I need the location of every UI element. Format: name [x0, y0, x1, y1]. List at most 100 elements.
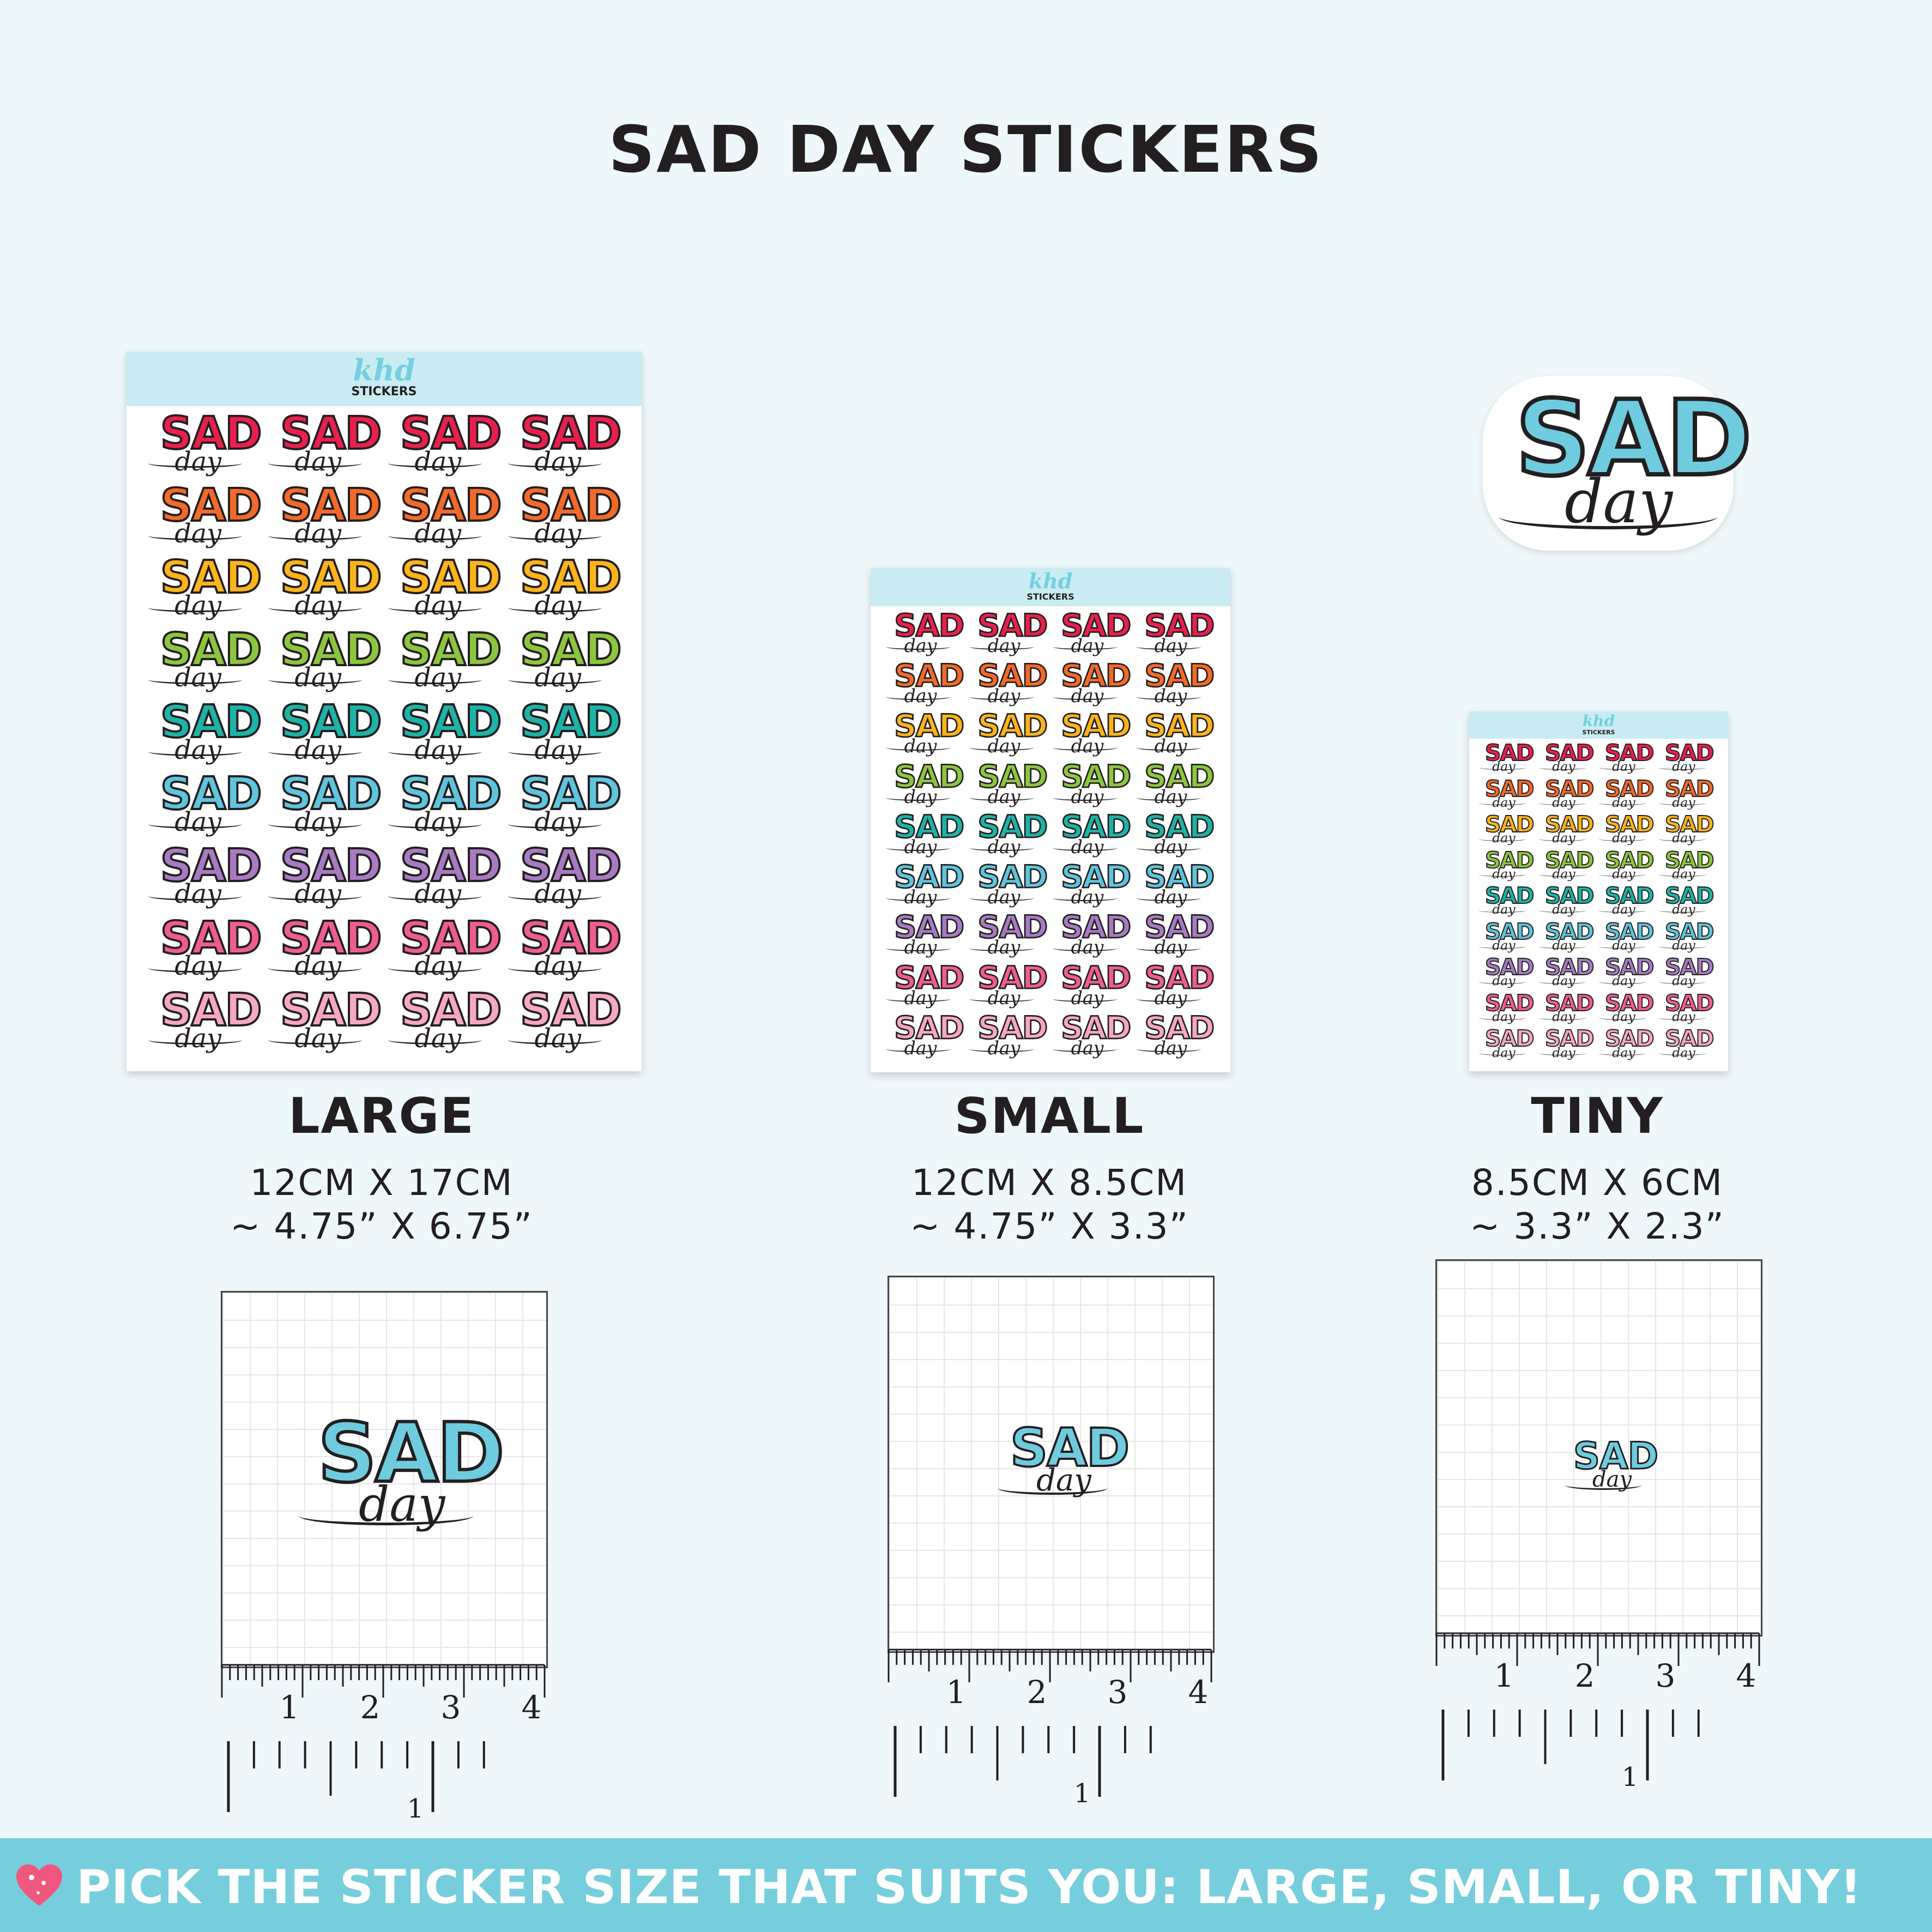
sticker-item: SAD day	[1479, 920, 1539, 957]
sticker-item: SAD day	[268, 843, 388, 916]
sticker-item: SAD day	[1599, 992, 1659, 1028]
size-name-small: SMALL	[954, 1088, 1145, 1145]
sticker-item: SAD day	[1479, 741, 1539, 778]
sticker-item: SAD day	[508, 915, 628, 988]
sticker-item: SAD day	[268, 987, 388, 1060]
sticker-item: SAD day	[886, 710, 969, 761]
sticker-item: SAD day	[388, 771, 508, 844]
sticker-item: SAD day	[886, 911, 969, 962]
sticker-item: SAD day	[1539, 884, 1599, 921]
ruler-cm-label: 1	[280, 1689, 300, 1726]
sticker-item: SAD day	[1136, 609, 1219, 661]
sticker-item: SAD day	[1539, 956, 1599, 992]
ruler-inch-label: 1	[1622, 1762, 1639, 1791]
sticker-item: SAD day	[886, 609, 969, 661]
size-preview-small: SAD day	[887, 1276, 1215, 1653]
heart-icon	[16, 1864, 62, 1906]
footer-text: PICK THE STICKER SIZE THAT SUITS YOU: LA…	[76, 1860, 1862, 1915]
sticker-sheet-tiny: khd STICKERS SAD day SAD day SAD day SAD day SAD…	[1469, 711, 1728, 1071]
sticker-word-sad: SAD	[1513, 378, 1754, 499]
sticker-item: SAD day	[886, 961, 969, 1013]
sticker-item: SAD day	[1599, 741, 1659, 778]
sticker-item: SAD day	[268, 482, 388, 556]
sticker-item: SAD day	[886, 660, 969, 711]
sticker-item: SAD day	[1479, 992, 1539, 1028]
sticker-swoosh	[1499, 504, 1717, 529]
sticker-item: SAD day	[508, 410, 628, 484]
sticker-item: SAD day	[1053, 1012, 1136, 1063]
sticker-item: SAD day	[886, 861, 969, 912]
sticker-grid: SAD day SAD day SAD day SAD day SAD day SAD day SAD d…	[148, 410, 628, 1060]
sticker-item: SAD day	[1053, 760, 1136, 812]
sticker-item: SAD day	[1136, 811, 1219, 862]
sticker-item: SAD day	[388, 843, 508, 916]
featured-sticker: SAD day	[1483, 376, 1754, 551]
sticker-sheet-large: khd STICKERS SAD day SAD day SAD day SAD day SAD…	[126, 352, 642, 1071]
sticker-item: SAD day	[148, 915, 268, 988]
size-name-large: LARGE	[288, 1088, 475, 1145]
sticker-item: SAD day	[886, 760, 969, 812]
sticker-item: SAD day	[969, 760, 1053, 812]
sticker-item: SAD day	[148, 626, 268, 700]
sticker-item: SAD day	[1659, 884, 1719, 921]
sticker-item: SAD day	[388, 410, 508, 484]
sticker-item: SAD day	[388, 626, 508, 700]
sticker-item: SAD day	[268, 915, 388, 988]
sticker-item: SAD day	[508, 626, 628, 700]
sticker-item: SAD day	[1479, 956, 1539, 992]
ruler-cm-label: 2	[360, 1689, 381, 1726]
sticker-item: SAD day	[1539, 777, 1599, 814]
sticker-item: SAD day	[1053, 710, 1136, 761]
brand-logo: khd STICKERS	[1027, 569, 1074, 602]
sheet-header: khd STICKERS	[871, 568, 1230, 606]
size-preview-large: SAD day	[221, 1291, 548, 1668]
sticker-item: SAD day	[148, 987, 268, 1060]
sticker-item: SAD day	[1539, 741, 1599, 778]
sticker-item: SAD day	[1599, 1027, 1659, 1064]
sticker-item: SAD day	[886, 811, 969, 862]
sticker-item: SAD day	[1053, 811, 1136, 862]
sticker-item: SAD day	[1479, 884, 1539, 921]
sticker-item: SAD day	[1136, 961, 1219, 1013]
sticker-grid: SAD day SAD day SAD day SAD day SAD day SAD day SAD d…	[1479, 741, 1719, 1064]
ruler-cm-label: 3	[1108, 1674, 1128, 1711]
sticker-item: SAD day	[1599, 777, 1659, 814]
sticker-item: SAD day	[969, 1012, 1053, 1063]
ruler-small: 1 2 3 4 1	[887, 1649, 1212, 1808]
sticker-item: SAD day	[268, 554, 388, 627]
sticker-item: SAD day	[268, 698, 388, 772]
sticker-item: SAD day	[1053, 911, 1136, 962]
sticker-item: SAD day	[508, 554, 628, 627]
sticker-item: SAD day	[1479, 1027, 1539, 1064]
sticker-item: SAD day	[148, 482, 268, 556]
sticker-item: SAD day	[148, 554, 268, 627]
sticker-item: SAD day	[388, 915, 508, 988]
sticker-item: SAD day	[1479, 849, 1539, 885]
sheet-header: khd STICKERS	[126, 352, 642, 406]
preview-sticker: SAD day	[1565, 1437, 1659, 1495]
sticker-item: SAD day	[508, 771, 628, 844]
sticker-item: SAD day	[388, 482, 508, 556]
preview-sticker: SAD day	[998, 1421, 1131, 1504]
sticker-item: SAD day	[969, 861, 1053, 912]
sticker-item: SAD day	[1539, 992, 1599, 1028]
sticker-item: SAD day	[508, 482, 628, 556]
preview-sticker: SAD day	[299, 1411, 506, 1538]
ruler-cm-label: 2	[1027, 1674, 1047, 1711]
sticker-item: SAD day	[1539, 1027, 1599, 1064]
sticker-item: SAD day	[148, 698, 268, 772]
sticker-item: SAD day	[268, 626, 388, 700]
sticker-item: SAD day	[969, 710, 1053, 761]
sticker-item: SAD day	[388, 987, 508, 1060]
ruler-inch-label: 1	[407, 1794, 424, 1823]
sticker-sheet-small: khd STICKERS SAD day SAD day SAD day SAD day SAD…	[871, 568, 1230, 1072]
ruler-tiny: 1 2 3 4 1	[1435, 1632, 1760, 1791]
sticker-item: SAD day	[886, 1012, 969, 1063]
sheet-header: khd STICKERS	[1469, 711, 1728, 739]
sticker-item: SAD day	[1659, 992, 1719, 1028]
ruler-cm-label: 1	[1494, 1657, 1514, 1694]
brand-logo: khd STICKERS	[351, 353, 417, 399]
ruler-cm-label: 3	[1656, 1657, 1676, 1694]
brand-logo: khd STICKERS	[1582, 712, 1615, 736]
sticker-item: SAD day	[148, 843, 268, 916]
